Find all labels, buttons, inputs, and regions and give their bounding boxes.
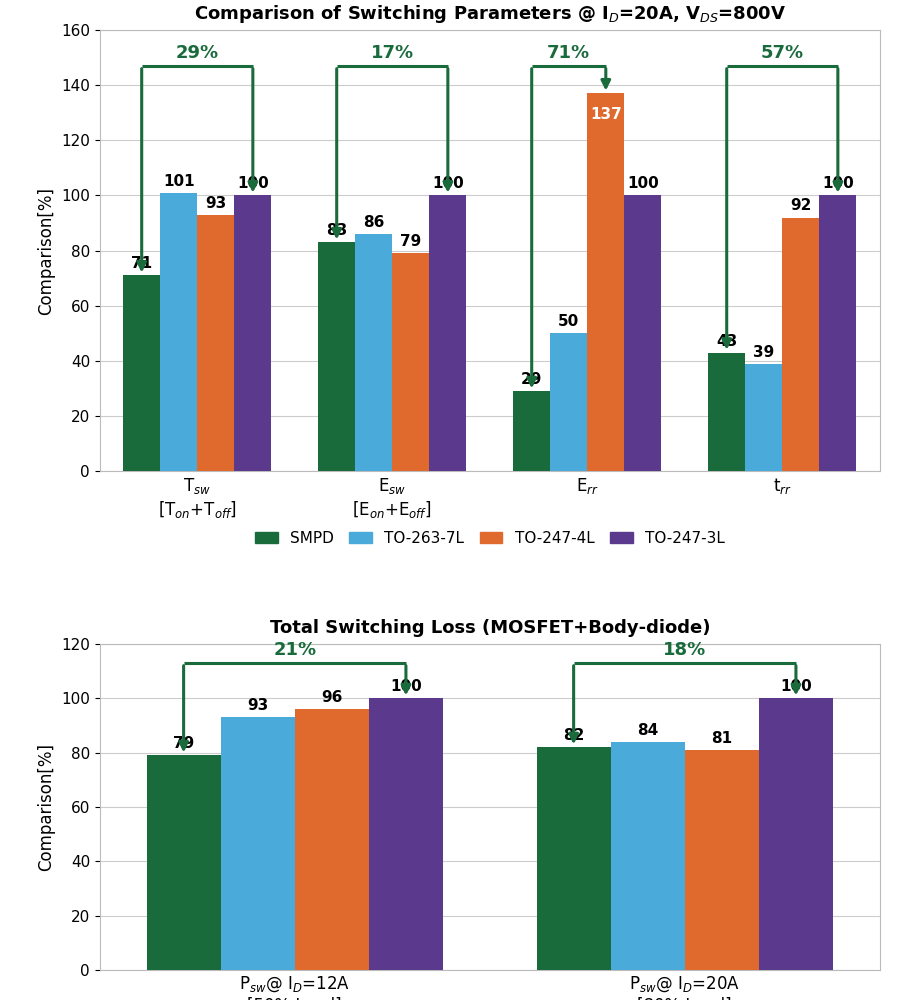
Bar (551, 333, 588, 471)
Text: 101: 101 (163, 174, 195, 189)
Text: 29: 29 (521, 372, 542, 387)
Bar (161, 193, 197, 471)
Bar (295, 709, 369, 970)
Bar (708, 353, 746, 471)
Text: 50: 50 (558, 314, 580, 329)
Text: 29%: 29% (176, 44, 219, 62)
Bar (392, 253, 429, 471)
Y-axis label: Comparison[%]: Comparison[%] (37, 743, 55, 871)
Text: 86: 86 (363, 215, 385, 230)
Text: 57%: 57% (761, 44, 804, 62)
Bar (782, 218, 819, 471)
Bar (610, 742, 685, 970)
Text: 82: 82 (563, 728, 584, 743)
Text: 93: 93 (247, 698, 268, 713)
Bar (123, 275, 161, 471)
Y-axis label: Comparison[%]: Comparison[%] (37, 187, 55, 315)
Bar (819, 195, 856, 471)
Bar (746, 364, 782, 471)
Text: 100: 100 (390, 679, 422, 694)
Bar (429, 195, 466, 471)
Text: 71%: 71% (547, 44, 590, 62)
Text: 100: 100 (627, 176, 658, 191)
Bar (759, 698, 833, 970)
Bar (369, 698, 443, 970)
Text: 137: 137 (590, 107, 621, 122)
Bar (685, 750, 759, 970)
Text: 100: 100 (432, 176, 463, 191)
Text: 18%: 18% (663, 641, 707, 659)
Text: 79: 79 (400, 234, 422, 249)
Text: 39: 39 (753, 345, 775, 360)
Title: Total Switching Loss (MOSFET+Body-diode): Total Switching Loss (MOSFET+Body-diode) (269, 619, 710, 637)
Text: 100: 100 (822, 176, 853, 191)
Bar (537, 747, 610, 970)
Text: 93: 93 (205, 196, 227, 211)
Bar (588, 93, 624, 471)
Bar (220, 717, 295, 970)
Legend: SMPD, TO-263-7L, TO-247-4L, TO-247-3L: SMPD, TO-263-7L, TO-247-4L, TO-247-3L (249, 525, 731, 552)
Text: 43: 43 (717, 334, 737, 349)
Text: 71: 71 (132, 256, 152, 271)
Text: 84: 84 (637, 723, 658, 738)
Bar (318, 242, 356, 471)
Text: 96: 96 (321, 690, 343, 705)
Text: 17%: 17% (371, 44, 414, 62)
Text: 100: 100 (237, 176, 268, 191)
Text: 79: 79 (173, 736, 194, 751)
Bar (513, 391, 551, 471)
Bar (234, 195, 271, 471)
Text: 83: 83 (327, 223, 347, 238)
Text: 100: 100 (780, 679, 812, 694)
Bar (197, 215, 234, 471)
Text: 92: 92 (790, 198, 812, 213)
Bar (356, 234, 392, 471)
Text: 21%: 21% (273, 641, 317, 659)
Title: Comparison of Switching Parameters @ I$_D$=20A, V$_{DS}$=800V: Comparison of Switching Parameters @ I$_… (193, 3, 786, 25)
Bar (147, 755, 220, 970)
Bar (624, 195, 661, 471)
Text: 81: 81 (711, 731, 732, 746)
